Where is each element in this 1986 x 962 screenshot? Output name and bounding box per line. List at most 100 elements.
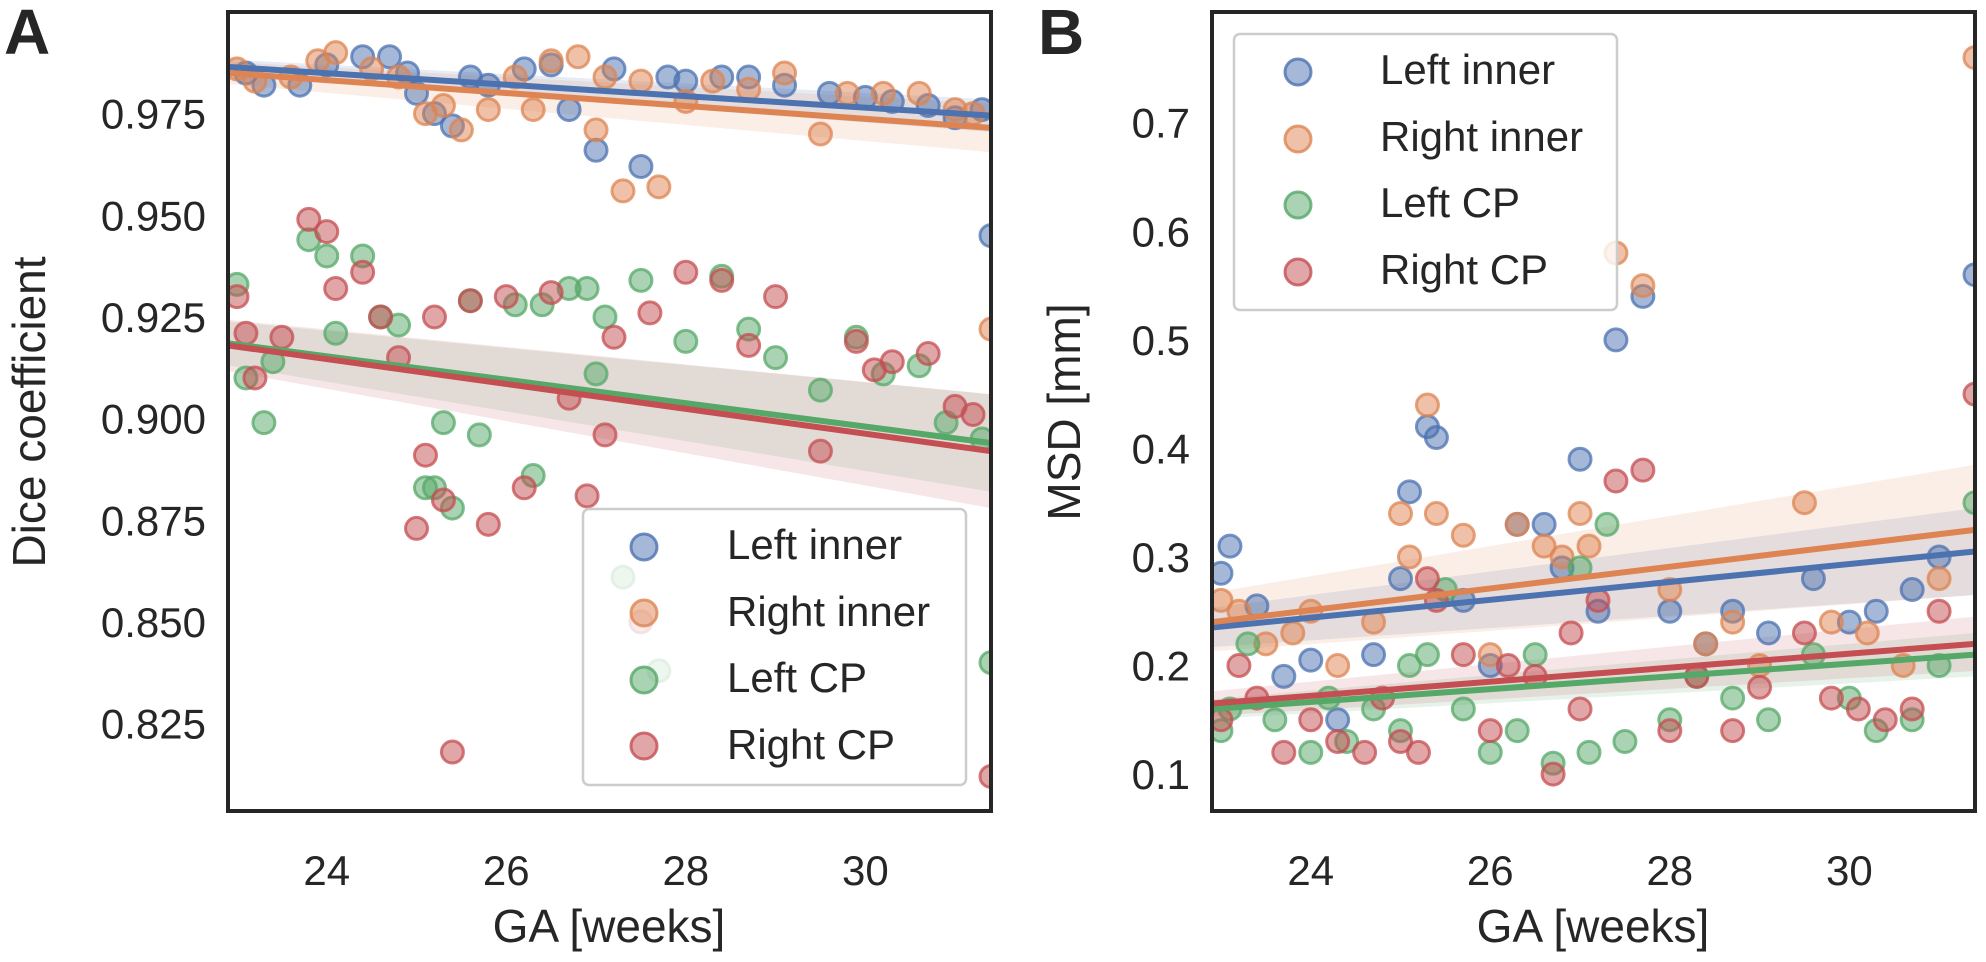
point-left_cp <box>251 410 277 436</box>
point-left_inner <box>1423 425 1449 451</box>
point-left_inner <box>978 223 991 249</box>
point-right_cp <box>368 304 394 330</box>
point-right_inner <box>1423 501 1449 527</box>
point-right_cp <box>1495 653 1521 679</box>
y-tick-label: 0.850 <box>101 599 206 646</box>
panel-a-x-label: GA [weeks] <box>493 900 726 952</box>
point-left_cp <box>1414 642 1440 668</box>
point-left_cp <box>323 320 349 346</box>
point-left_inner <box>1212 560 1234 586</box>
point-right_cp <box>1962 381 1975 407</box>
legend-marker-left_cp <box>1283 190 1313 220</box>
point-right_cp <box>637 300 663 326</box>
panel-a-y-label: Dice coefficient <box>3 256 55 567</box>
point-right_cp <box>511 475 537 501</box>
point-right_cp <box>1818 685 1844 711</box>
panel-a-legend-left-cp: Left CP <box>727 654 867 701</box>
point-right_inner <box>1504 511 1530 537</box>
point-right_inner <box>592 64 618 90</box>
point-right_cp <box>673 259 699 285</box>
point-right_inner <box>1414 392 1440 418</box>
point-right_inner <box>1630 273 1656 299</box>
panel-a-legend-right-cp: Right CP <box>727 721 895 768</box>
y-tick-label: 0.6 <box>1132 208 1190 255</box>
y-tick-label: 0.825 <box>101 701 206 748</box>
point-right_cp <box>1450 642 1476 668</box>
x-tick-label: 28 <box>662 847 709 894</box>
point-right_cp <box>1720 718 1746 744</box>
point-left_inner <box>673 68 699 94</box>
point-right_inner <box>323 40 349 66</box>
point-left_inner <box>583 137 609 163</box>
x-tick-label: 26 <box>1467 847 1514 894</box>
point-left_cp <box>628 267 654 293</box>
panel-b-frame <box>1210 10 1977 813</box>
y-tick-label: 0.2 <box>1132 643 1190 690</box>
panel-b-x-ticks: 24 26 28 30 <box>1287 847 1872 894</box>
point-right_cp <box>763 284 789 310</box>
point-right_cp <box>314 219 340 245</box>
point-right_cp <box>1603 468 1629 494</box>
x-tick-label: 28 <box>1646 847 1693 894</box>
point-right_cp <box>233 320 259 346</box>
point-left_cp <box>430 410 456 436</box>
point-left_cp <box>763 345 789 371</box>
point-left_inner <box>1325 707 1351 733</box>
point-right_cp <box>404 515 430 541</box>
trend-line-right_cp <box>228 342 991 455</box>
trend-line-right_inner <box>1212 526 1975 626</box>
point-right_inner <box>700 68 726 94</box>
point-right_cp <box>439 739 465 765</box>
panel-b-legend-markers <box>1283 57 1313 287</box>
point-right_inner <box>1854 620 1880 646</box>
point-right_inner <box>1962 45 1975 71</box>
point-right_cp <box>843 328 869 354</box>
point-right_cp <box>592 422 618 448</box>
y-tick-label: 0.1 <box>1132 751 1190 798</box>
point-right_cp <box>736 332 762 358</box>
point-right_cp <box>574 483 600 509</box>
panel-b-letter: B <box>1038 0 1084 68</box>
x-tick-label: 30 <box>1826 847 1873 894</box>
point-right_inner <box>1325 653 1351 679</box>
panel-b-legend-right-cp: Right CP <box>1380 246 1548 293</box>
point-right_cp <box>1271 739 1297 765</box>
point-left_cp <box>1576 739 1602 765</box>
y-tick-label: 0.4 <box>1132 425 1190 472</box>
point-right_cp <box>1872 707 1898 733</box>
point-right_cp <box>1298 707 1324 733</box>
point-right_inner <box>1926 566 1952 592</box>
point-right_inner <box>1567 501 1593 527</box>
y-tick-label: 0.5 <box>1132 317 1190 364</box>
point-right_cp <box>1477 718 1503 744</box>
point-right_cp <box>1558 620 1584 646</box>
point-right_cp <box>1325 729 1351 755</box>
point-left_cp <box>807 377 833 403</box>
point-right_inner <box>834 80 860 106</box>
point-left_inner <box>1657 598 1683 624</box>
point-right_inner <box>906 80 932 106</box>
x-tick-label: 26 <box>483 847 530 894</box>
panel-b-msd-chart: B 24 26 28 30 0.1 0.2 0.3 0.4 0.5 0.6 0.7 GA [wee… <box>1038 0 1977 952</box>
point-right_inner <box>475 97 501 123</box>
panel-b-legend-left-inner: Left inner <box>1380 46 1555 93</box>
point-left_inner <box>1962 262 1975 288</box>
panel-b-legend: Left inner Right inner Left CP Right CP <box>1232 32 1619 312</box>
legend-marker-left_inner <box>629 532 659 562</box>
y-tick-label: 0.3 <box>1132 534 1190 581</box>
point-right_inner <box>610 178 636 204</box>
point-left_cp <box>466 422 492 448</box>
point-right_cp <box>421 304 447 330</box>
point-right_inner <box>565 44 591 70</box>
point-left_inner <box>1271 663 1297 689</box>
point-right_cp <box>430 487 456 513</box>
point-left_inner <box>1396 479 1422 505</box>
panel-a-legend-box <box>581 507 968 787</box>
point-left_inner <box>1603 327 1629 353</box>
point-right_cp <box>269 324 295 350</box>
point-right_cp <box>601 324 627 350</box>
point-right_inner <box>1212 587 1234 613</box>
legend-marker-left_cp <box>629 665 659 695</box>
point-right_cp <box>1926 598 1952 624</box>
